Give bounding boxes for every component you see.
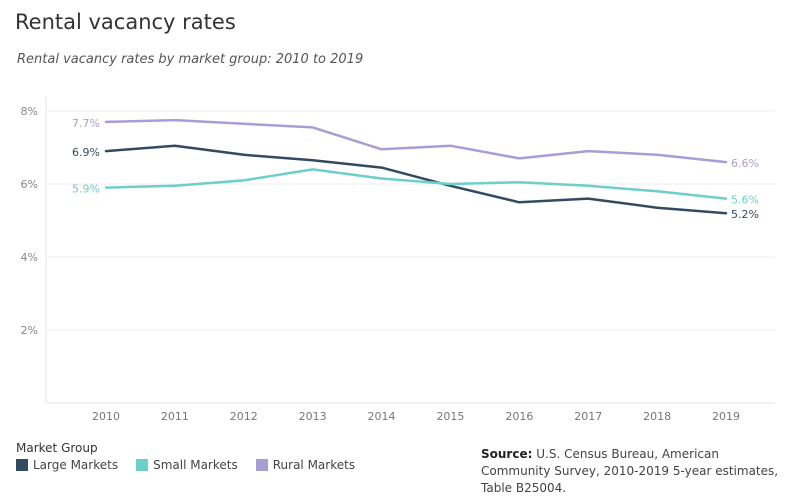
chart-subtitle: Rental vacancy rates by market group: 20… bbox=[17, 52, 364, 67]
data-label-start: 6.9% bbox=[72, 146, 100, 159]
legend-item-small-markets[interactable]: Small Markets bbox=[136, 458, 238, 472]
data-label-start: 5.9% bbox=[72, 183, 100, 196]
legend-swatch bbox=[16, 459, 28, 471]
legend-label: Large Markets bbox=[33, 458, 119, 472]
y-tick-label: 8% bbox=[21, 105, 38, 118]
series-line bbox=[104, 144, 728, 215]
legend-item-large-markets[interactable]: Large Markets bbox=[16, 458, 118, 472]
x-tick-label: 2016 bbox=[505, 410, 533, 423]
legend: Market Group Large Markets Small Markets… bbox=[16, 441, 355, 472]
y-tick-label: 2% bbox=[21, 324, 38, 337]
legend-title: Market Group bbox=[16, 441, 98, 455]
series-line bbox=[104, 168, 728, 200]
source-note: Source: U.S. Census Bureau, American Com… bbox=[481, 446, 786, 497]
x-tick-label: 2019 bbox=[712, 410, 740, 423]
x-tick-label: 2012 bbox=[230, 410, 258, 423]
series-line bbox=[104, 118, 728, 164]
x-tick-label: 2013 bbox=[299, 410, 327, 423]
source-label: Source: bbox=[481, 447, 533, 461]
data-label-end: 5.2% bbox=[731, 208, 759, 221]
legend-label: Small Markets bbox=[153, 458, 238, 472]
x-tick-label: 2011 bbox=[161, 410, 189, 423]
legend-item-rural-markets[interactable]: Rural Markets bbox=[255, 458, 356, 472]
page-title: Rental vacancy rates bbox=[15, 10, 236, 34]
data-label-start: 7.7% bbox=[72, 117, 100, 130]
y-tick-label: 6% bbox=[21, 178, 38, 191]
x-tick-label: 2015 bbox=[436, 410, 464, 423]
legend-swatch bbox=[136, 459, 149, 471]
data-label-end: 6.6% bbox=[731, 157, 759, 170]
legend-swatch bbox=[255, 459, 268, 471]
y-tick-label: 4% bbox=[21, 251, 38, 264]
x-tick-label: 2014 bbox=[368, 410, 396, 423]
legend-label: Rural Markets bbox=[272, 458, 356, 472]
data-label-end: 5.6% bbox=[731, 194, 759, 207]
x-tick-label: 2010 bbox=[92, 410, 120, 423]
source-text: U.S. Census Bureau, American Community S… bbox=[481, 447, 779, 495]
x-tick-label: 2017 bbox=[574, 410, 602, 423]
x-tick-label: 2018 bbox=[643, 410, 671, 423]
line-chart: 2% 4% 6% 8% 2010 2011 2012 2013 2014 2015 2016 2017… bbox=[21, 96, 775, 423]
